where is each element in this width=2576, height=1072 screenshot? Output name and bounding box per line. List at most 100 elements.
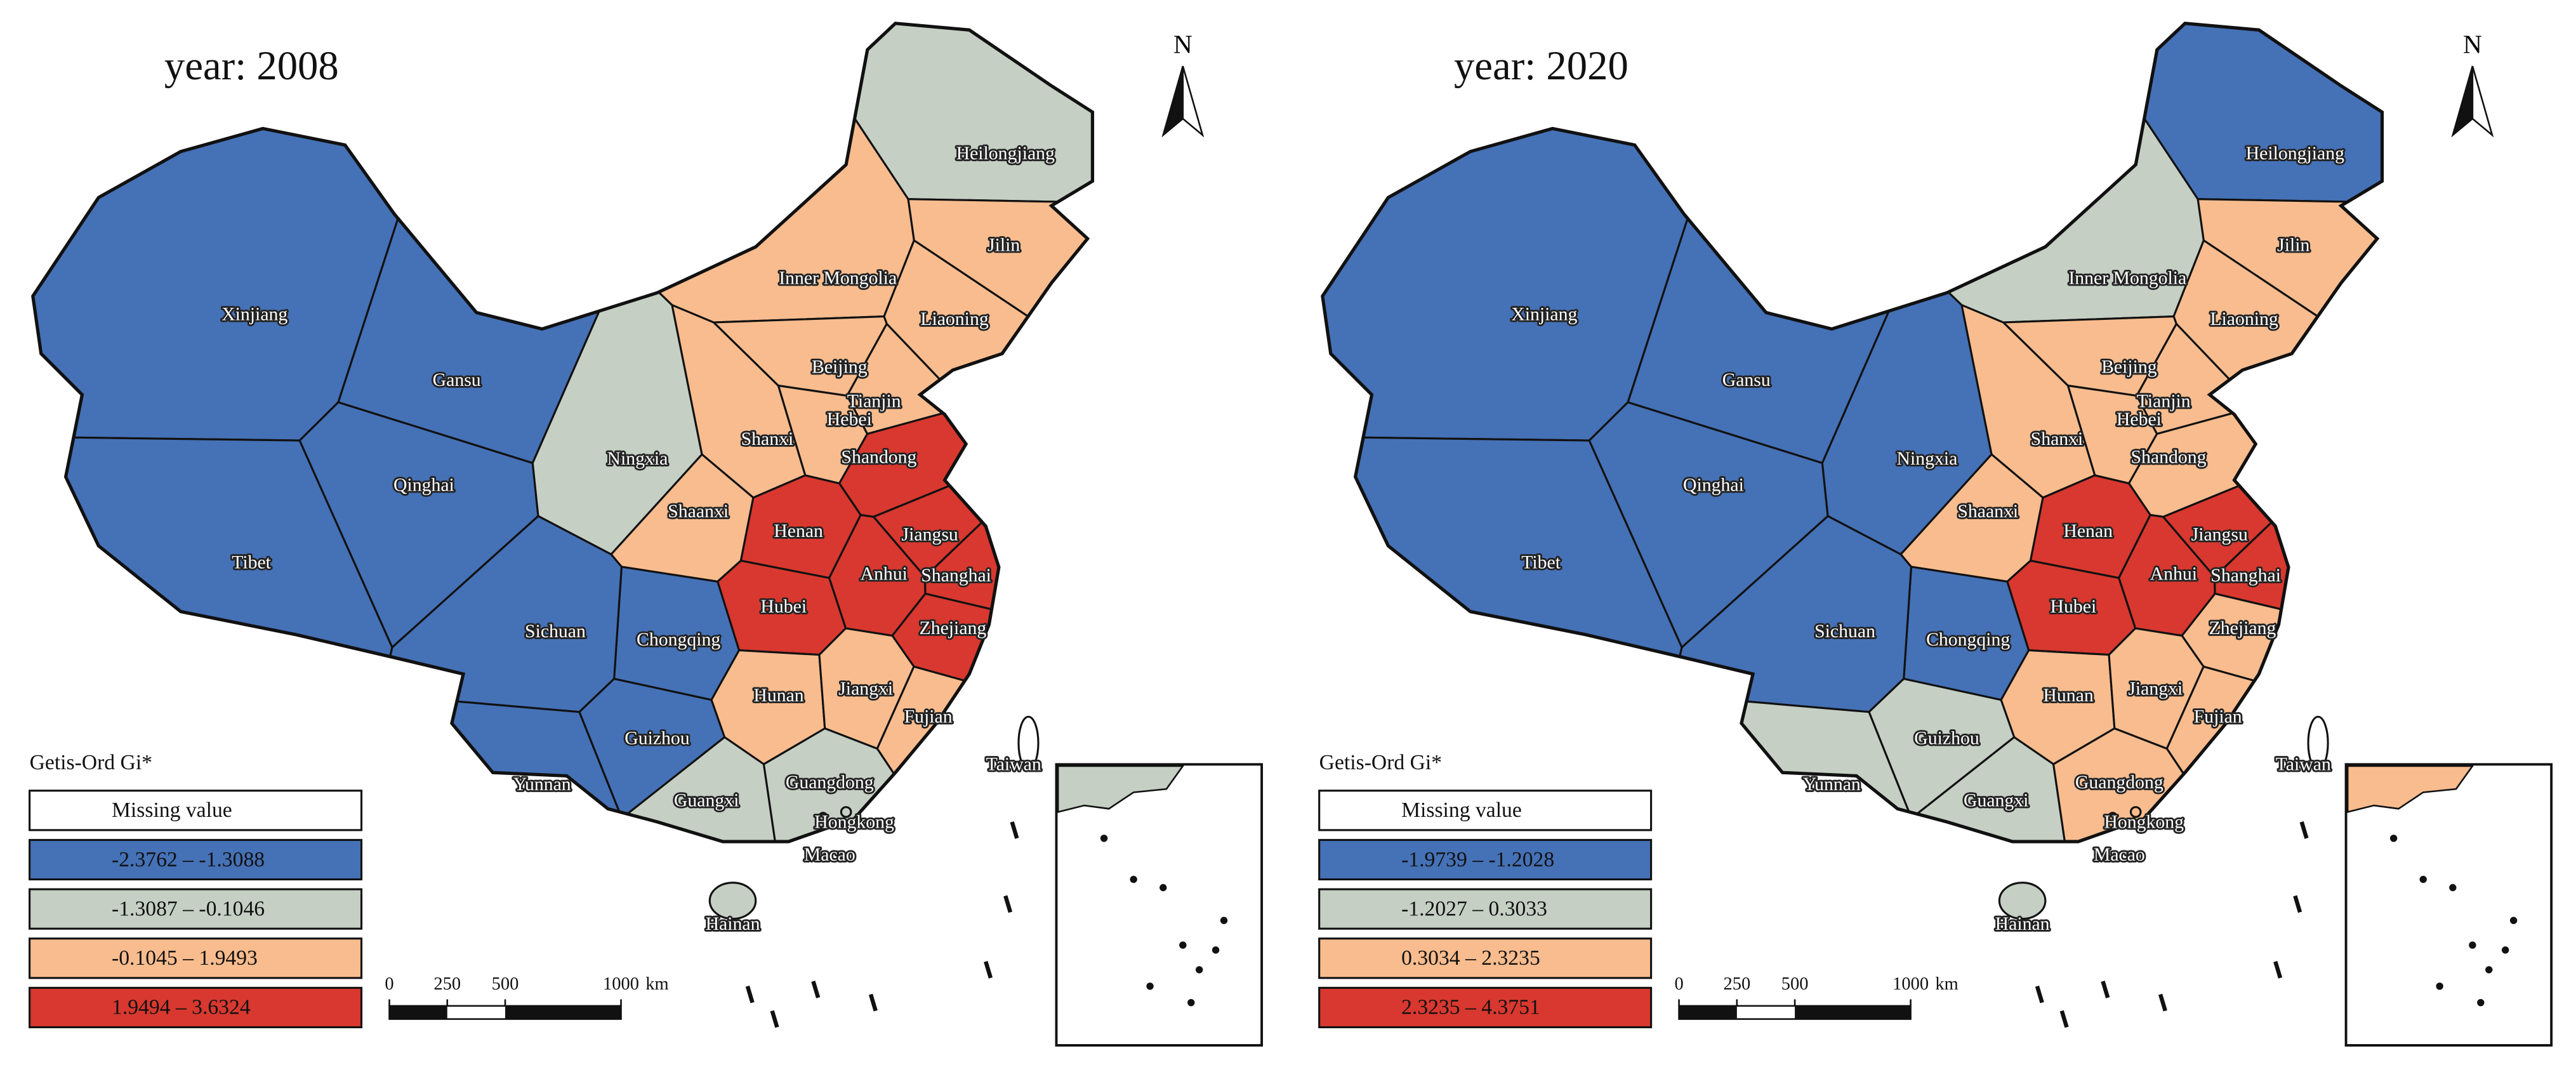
north-arrow [1161, 65, 1184, 138]
legend-swatch [29, 986, 363, 1029]
province-label: Jilin [2277, 235, 2309, 256]
inset-island [1196, 966, 1203, 974]
inset-island [2485, 966, 2493, 974]
scale-segment [1795, 1005, 1911, 1019]
legend-label: -1.2027 – 0.3033 [1401, 897, 1547, 920]
province-label: Zhejiang [920, 618, 987, 639]
province-label: Shaanxi [1957, 501, 2018, 522]
legend-title: Getis-Ord Gi* [30, 751, 152, 774]
scale-segment [505, 1005, 621, 1019]
province-label: Hebei [2117, 409, 2162, 430]
inset-frame [1055, 763, 1264, 1047]
province-label: Shanghai [2210, 565, 2281, 586]
province-label: Hunan [2043, 685, 2093, 706]
island-dash [1010, 821, 1019, 839]
province-label: Heilongjiang [956, 143, 1055, 164]
province [2129, 806, 2142, 818]
province-label: Anhui [2150, 563, 2197, 584]
legend-swatch [29, 838, 363, 881]
inset-island [1220, 916, 1228, 924]
province-label: Yunnan [513, 774, 571, 795]
inset-island [1179, 941, 1187, 949]
province-label: Gansu [1722, 369, 1771, 390]
province-label: Hongkong [814, 811, 894, 832]
province-label: Taiwan [2276, 754, 2331, 775]
island-dash [745, 985, 755, 1003]
province-label: Hebei [827, 409, 872, 430]
province-label: Qinghai [393, 475, 454, 496]
province-label: Ningxia [607, 448, 668, 469]
province-label: Hunan [753, 685, 803, 706]
province [1017, 715, 1040, 771]
legend-label: -1.3087 – -0.1046 [112, 897, 265, 920]
north-arrow [2451, 65, 2474, 138]
province-label: Guizhou [1914, 727, 1979, 748]
province [1998, 882, 2047, 920]
legend-swatch [1318, 986, 1653, 1029]
legend-label: Missing value [1401, 798, 1522, 822]
province [708, 882, 757, 920]
legend-label: -0.1045 – 1.9493 [112, 946, 258, 970]
scale-segment [389, 1005, 447, 1019]
province-label: Sichuan [1814, 621, 1875, 642]
legend-swatch [29, 888, 363, 930]
country-border [1321, 22, 2384, 844]
province-label: Jilin [987, 235, 1020, 256]
province-label: Macao [2094, 844, 2145, 865]
island-dash [2059, 1010, 2069, 1028]
north-arrow [2471, 65, 2494, 138]
inset-island [1130, 875, 1137, 883]
province-label: Guizhou [624, 727, 690, 748]
island-dash [770, 1010, 779, 1028]
province-label: Taiwan [986, 754, 1041, 775]
legend-title: Getis-Ord Gi* [1319, 751, 1442, 774]
province-label: Heilongjiang [2246, 143, 2344, 164]
province-label: Shanghai [921, 565, 991, 586]
inset-island [2477, 998, 2485, 1007]
inset-island [2509, 916, 2518, 924]
island-dash [811, 981, 821, 998]
province-label: Tibet [232, 552, 271, 572]
province-label: Hubei [2051, 596, 2097, 617]
province [2107, 812, 2118, 823]
legend-label: 0.3034 – 2.3235 [1401, 946, 1540, 970]
province-label: Jiangxi [2128, 678, 2183, 699]
inset-island [1159, 883, 1167, 892]
province-label: Guangdong [2075, 772, 2163, 793]
inset-land [2346, 765, 2474, 814]
province-label: Liaoning [2210, 308, 2278, 329]
province-label: Jiangsu [2191, 524, 2248, 545]
province-label: Shanxi [2031, 428, 2084, 449]
province [2307, 715, 2329, 771]
island-dash [2101, 981, 2110, 998]
legend-swatch [1318, 790, 1653, 831]
province-label: Guangxi [1964, 790, 2028, 811]
province-label: Inner Mongolia [779, 267, 897, 288]
province [817, 812, 828, 823]
country-border [31, 22, 1095, 844]
province-label: Shandong [841, 447, 916, 468]
island-dash [2293, 895, 2302, 913]
province-label: Henan [2063, 520, 2113, 541]
island-dash [2299, 821, 2309, 839]
province-label: Jiangsu [902, 524, 958, 545]
north-label: N [2463, 29, 2482, 58]
legend-label: 2.3235 – 4.3751 [1401, 996, 1540, 1019]
inset-island [2469, 941, 2476, 949]
island-dash [2158, 993, 2167, 1012]
province-label: Hubei [760, 596, 807, 617]
inset-island [1212, 946, 1220, 954]
legend-label: -1.9739 – -1.2028 [1401, 848, 1554, 871]
legend-swatch [1318, 888, 1653, 930]
inset-island [2501, 946, 2509, 954]
legend-label: 1.9494 – 3.6324 [112, 996, 251, 1019]
scale-label: 250 [433, 974, 461, 994]
province-label: Ningxia [1897, 448, 1958, 469]
map-panel: Xinjiang Tibet Qinghai Gansu Ningxia Inner Mo… [1318, 22, 2553, 1047]
province-label: Sichuan [525, 621, 586, 642]
province-label: Guangxi [674, 790, 739, 811]
island-dash [984, 961, 993, 979]
north-label: N [1173, 29, 1192, 58]
